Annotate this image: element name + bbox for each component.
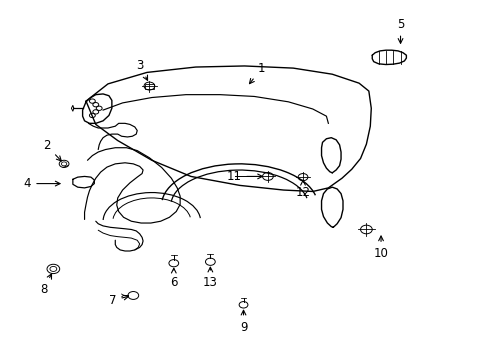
Bar — [145, 84, 154, 89]
Text: 13: 13 — [203, 267, 217, 289]
Text: 3: 3 — [136, 59, 147, 80]
Text: 12: 12 — [295, 180, 310, 199]
Text: 10: 10 — [373, 236, 387, 260]
Text: 2: 2 — [43, 139, 61, 161]
Text: 8: 8 — [40, 274, 51, 296]
Text: 7: 7 — [109, 294, 128, 307]
Text: 6: 6 — [170, 268, 177, 289]
Text: 1: 1 — [249, 62, 265, 84]
Text: 4: 4 — [24, 177, 60, 190]
Text: 9: 9 — [239, 310, 247, 333]
Text: 5: 5 — [396, 18, 404, 43]
Text: 11: 11 — [226, 170, 262, 183]
